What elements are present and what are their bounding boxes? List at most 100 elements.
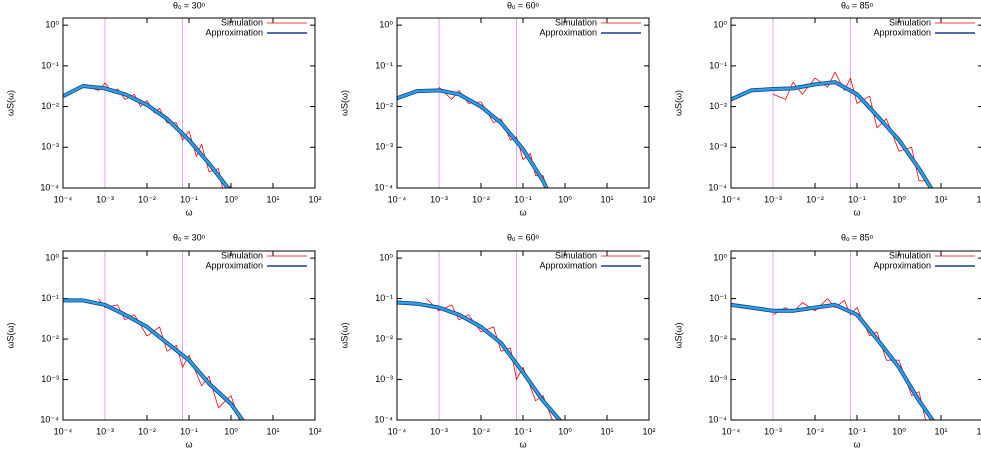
series-line-outline xyxy=(397,88,549,188)
y-axis-label: ωS(ω) xyxy=(5,90,15,116)
plot-area xyxy=(731,18,934,188)
series-line-outline xyxy=(731,80,934,188)
x-tick-label: 10⁻¹ xyxy=(514,426,532,436)
x-tick-label: 10⁻⁴ xyxy=(54,426,73,436)
y-tick-label: 10⁰ xyxy=(713,253,727,263)
chart-title: θₒ = 85ᵒ xyxy=(841,0,874,10)
x-tick-label: 10⁻¹ xyxy=(180,194,198,204)
chart-title: θₒ = 85ᵒ xyxy=(841,232,874,242)
chart-title: θₒ = 30ᵒ xyxy=(173,232,206,242)
x-tick-label: 10² xyxy=(308,194,321,204)
x-tick-label: 10⁻³ xyxy=(430,194,448,204)
x-tick-label: 10⁻⁴ xyxy=(388,426,407,436)
series-line xyxy=(397,89,548,188)
x-tick-label: 10¹ xyxy=(266,426,279,436)
legend-label: Approximation xyxy=(539,27,597,37)
series-line xyxy=(772,298,926,420)
series-line xyxy=(63,84,230,188)
y-tick-label: 10⁻⁴ xyxy=(708,182,727,192)
y-tick-label: 10⁻¹ xyxy=(41,293,59,303)
y-tick-label: 10⁻⁴ xyxy=(40,414,59,424)
x-axis-label: ω xyxy=(519,439,526,449)
x-tick-label: 10⁰ xyxy=(224,194,238,204)
x-axis-label: ω xyxy=(853,439,860,449)
x-tick-label: 10⁻⁴ xyxy=(54,194,73,204)
x-tick-label: 10⁻² xyxy=(472,194,490,204)
plot-area xyxy=(731,251,935,420)
y-tick-label: 10⁻¹ xyxy=(41,60,59,70)
plot-area xyxy=(397,18,549,188)
series-line xyxy=(397,301,562,420)
x-tick-label: 10⁻¹ xyxy=(848,426,866,436)
plot-frame xyxy=(730,17,981,189)
y-tick-label: 10⁻³ xyxy=(709,374,727,384)
x-tick-label: 10⁻¹ xyxy=(180,426,198,436)
plot-frame xyxy=(62,250,316,421)
x-tick-label: 10⁻³ xyxy=(764,426,782,436)
x-tick-label: 10² xyxy=(642,426,655,436)
y-axis-label: ωS(ω) xyxy=(5,322,15,348)
x-tick-label: 10¹ xyxy=(934,194,947,204)
y-tick-label: 10⁻⁴ xyxy=(40,182,59,192)
x-tick-label: 10⁻³ xyxy=(96,194,114,204)
x-tick-label: 10⁰ xyxy=(558,194,572,204)
x-tick-label: 10⁻⁴ xyxy=(388,194,407,204)
panel: θₒ = 30ᵒ ω ωS(ω) 10⁻⁴ 10⁻³ 10⁻² 10⁻¹ 10⁰ 10¹ 10² 1… xyxy=(5,0,321,217)
plot-frame xyxy=(62,17,316,189)
legend-label: Approximation xyxy=(205,27,263,37)
x-tick-label: 10⁻³ xyxy=(96,426,114,436)
x-tick-label: 10² xyxy=(308,426,321,436)
plot-area xyxy=(63,18,232,188)
chart-title: θₒ = 30ᵒ xyxy=(173,0,206,10)
panel: θₒ = 30ᵒ ω ωS(ω) 10⁻⁴ 10⁻³ 10⁻² 10⁻¹ 10⁰ 10¹ 10² 1… xyxy=(5,232,321,449)
legend-label: Approximation xyxy=(873,27,931,37)
series-line-outline xyxy=(63,84,231,188)
y-tick-label: 10⁻² xyxy=(375,333,393,343)
series-line-outline xyxy=(731,302,935,420)
panel: θₒ = 85ᵒ ω ωS(ω) 10⁻⁴ 10⁻³ 10⁻² 10⁻¹ 10⁰ 10¹ 10² 1… xyxy=(673,232,981,449)
x-tick-label: 10⁻⁴ xyxy=(722,194,741,204)
y-axis-label: ωS(ω) xyxy=(673,90,683,116)
x-tick-label: 10⁰ xyxy=(892,194,906,204)
y-tick-label: 10⁰ xyxy=(45,20,59,30)
y-tick-label: 10⁻³ xyxy=(41,374,59,384)
y-tick-label: 10⁻³ xyxy=(709,142,727,152)
x-axis-label: ω xyxy=(519,207,526,217)
legend-label: Approximation xyxy=(539,260,597,270)
y-tick-label: 10⁻² xyxy=(709,101,727,111)
series-line xyxy=(438,86,548,188)
x-axis-label: ω xyxy=(853,207,860,217)
panel: θₒ = 85ᵒ ω ωS(ω) 10⁻⁴ 10⁻³ 10⁻² 10⁻¹ 10⁰ 10¹ 10² 1… xyxy=(673,0,981,217)
y-tick-label: 10⁰ xyxy=(713,20,727,30)
x-tick-label: 10² xyxy=(976,194,981,204)
plot-frame xyxy=(396,250,650,421)
y-tick-label: 10⁻² xyxy=(709,333,727,343)
x-tick-label: 10⁰ xyxy=(892,426,906,436)
x-tick-label: 10⁻¹ xyxy=(848,194,866,204)
y-axis-label: ωS(ω) xyxy=(673,322,683,348)
x-tick-label: 10⁻² xyxy=(806,426,824,436)
y-tick-label: 10⁻¹ xyxy=(375,293,393,303)
plot-area xyxy=(397,251,563,420)
legend-label: Approximation xyxy=(873,260,931,270)
chart-title: θₒ = 60ᵒ xyxy=(507,0,540,10)
x-axis-label: ω xyxy=(185,439,192,449)
series-line xyxy=(731,303,934,420)
y-tick-label: 10⁻¹ xyxy=(709,293,727,303)
y-tick-label: 10⁻¹ xyxy=(709,60,727,70)
y-tick-label: 10⁻³ xyxy=(375,374,393,384)
x-tick-label: 10⁰ xyxy=(224,426,238,436)
y-tick-label: 10⁰ xyxy=(379,253,393,263)
y-tick-label: 10⁻¹ xyxy=(375,60,393,70)
y-tick-label: 10⁻² xyxy=(41,333,59,343)
x-tick-label: 10⁻² xyxy=(472,426,490,436)
x-axis-label: ω xyxy=(185,207,192,217)
y-axis-label: ωS(ω) xyxy=(339,322,349,348)
legend-label: Simulation xyxy=(221,250,263,260)
y-axis-label: ωS(ω) xyxy=(339,90,349,116)
x-tick-label: 10⁻³ xyxy=(430,426,448,436)
x-tick-label: 10² xyxy=(642,194,655,204)
x-tick-label: 10⁻² xyxy=(806,194,824,204)
legend-label: Approximation xyxy=(205,260,263,270)
